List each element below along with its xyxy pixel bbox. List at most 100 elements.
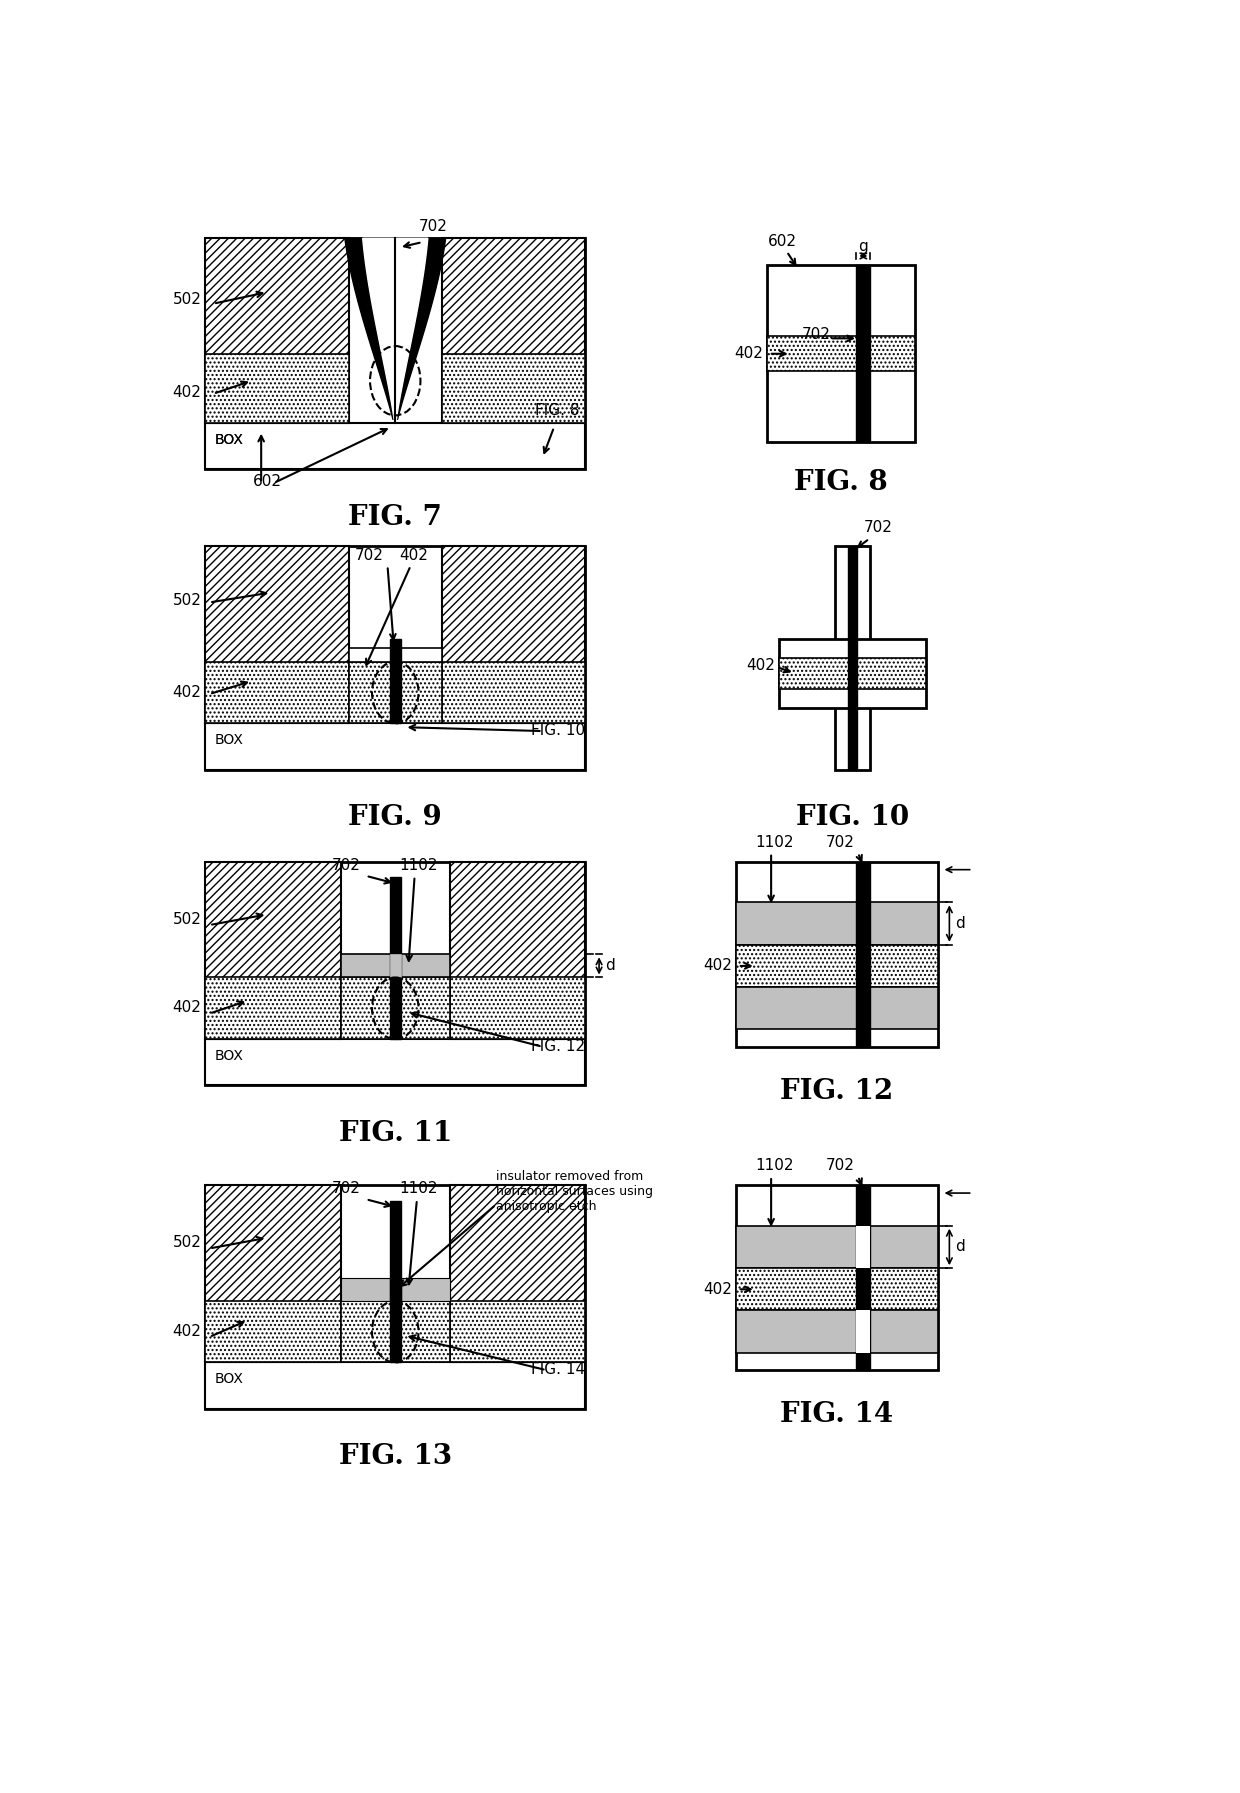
Text: d: d: [956, 916, 965, 931]
Polygon shape: [345, 238, 445, 420]
Bar: [848, 547, 857, 769]
Bar: [341, 977, 449, 1040]
Text: FIG. 8: FIG. 8: [794, 470, 888, 497]
Text: 402: 402: [746, 658, 775, 672]
Text: FIG. 14: FIG. 14: [780, 1400, 894, 1427]
Bar: [348, 647, 441, 662]
Text: 602: 602: [253, 473, 281, 489]
Bar: [206, 662, 348, 723]
Bar: [441, 547, 585, 723]
Bar: [737, 1226, 937, 1268]
Text: d: d: [605, 959, 615, 974]
Text: 402: 402: [734, 346, 764, 360]
Bar: [348, 662, 441, 723]
Bar: [737, 1185, 937, 1370]
Bar: [737, 862, 937, 1047]
Text: FIG. 7: FIG. 7: [348, 504, 443, 531]
Text: 502: 502: [172, 911, 201, 927]
Bar: [206, 862, 585, 1085]
Text: 1102: 1102: [755, 1158, 794, 1173]
Text: 402: 402: [703, 1282, 733, 1296]
Bar: [441, 353, 585, 423]
Text: 702: 702: [355, 549, 383, 563]
Text: BOX: BOX: [215, 733, 243, 748]
Bar: [206, 1302, 341, 1363]
Bar: [206, 238, 348, 423]
Bar: [737, 902, 937, 945]
Text: FIG. 8: FIG. 8: [534, 403, 579, 418]
Bar: [779, 658, 926, 689]
Bar: [389, 1278, 401, 1302]
Bar: [206, 547, 348, 723]
Text: 502: 502: [172, 292, 201, 307]
Bar: [857, 1226, 870, 1268]
Bar: [206, 1363, 585, 1409]
Text: 702: 702: [331, 1182, 361, 1196]
Bar: [341, 1302, 449, 1363]
Bar: [206, 353, 348, 423]
Polygon shape: [363, 238, 428, 420]
Bar: [206, 1185, 585, 1409]
Text: FIG. 13: FIG. 13: [339, 1443, 451, 1470]
Bar: [857, 1311, 870, 1354]
Bar: [779, 638, 926, 708]
Text: FIG. 10: FIG. 10: [796, 805, 909, 832]
Text: 702: 702: [864, 520, 893, 536]
Bar: [206, 423, 585, 470]
Bar: [835, 547, 870, 769]
Bar: [857, 1185, 870, 1370]
Text: 1102: 1102: [399, 857, 438, 873]
Bar: [206, 723, 585, 769]
Text: 702: 702: [826, 834, 854, 850]
Text: 502: 502: [172, 1235, 201, 1250]
Text: 702: 702: [331, 857, 361, 873]
Text: g: g: [858, 238, 868, 255]
Bar: [206, 547, 585, 769]
Text: FIG. 12: FIG. 12: [780, 1078, 894, 1104]
Bar: [389, 638, 401, 723]
Text: FIG. 12: FIG. 12: [531, 1038, 585, 1054]
Text: FIG. 11: FIG. 11: [339, 1121, 451, 1148]
Text: 402: 402: [172, 1323, 201, 1339]
Bar: [206, 238, 585, 470]
Text: BOX: BOX: [215, 1049, 243, 1063]
Text: 402: 402: [399, 549, 428, 563]
Bar: [341, 1278, 389, 1302]
Bar: [441, 238, 585, 423]
Bar: [449, 1302, 585, 1363]
Text: 402: 402: [172, 385, 201, 400]
Bar: [206, 1040, 585, 1085]
Text: BOX: BOX: [215, 1372, 243, 1386]
Bar: [389, 954, 401, 977]
Bar: [206, 862, 341, 1040]
Text: 1102: 1102: [399, 1182, 438, 1196]
Bar: [449, 862, 585, 1040]
Bar: [389, 877, 401, 1040]
Bar: [737, 1268, 937, 1311]
Text: 402: 402: [172, 1000, 201, 1015]
Text: 702: 702: [802, 326, 831, 342]
Bar: [401, 1278, 449, 1302]
Bar: [441, 662, 585, 723]
Text: 402: 402: [172, 685, 201, 699]
Bar: [737, 945, 937, 988]
Bar: [737, 988, 937, 1029]
Text: BOX: BOX: [215, 432, 243, 446]
Bar: [768, 265, 915, 443]
Text: insulator removed from
horizontal surfaces using
anisotropic etch: insulator removed from horizontal surfac…: [496, 1171, 653, 1212]
Text: BOX: BOX: [215, 432, 243, 446]
Text: 602: 602: [769, 233, 797, 249]
Bar: [857, 265, 870, 443]
Text: 1102: 1102: [755, 834, 794, 850]
Text: FIG. 9: FIG. 9: [348, 805, 443, 832]
Bar: [206, 1185, 341, 1363]
Text: 502: 502: [172, 593, 201, 608]
Bar: [449, 1185, 585, 1363]
Bar: [857, 862, 870, 1047]
Text: 402: 402: [703, 959, 733, 974]
Text: 702: 702: [419, 219, 448, 235]
Bar: [737, 1311, 937, 1354]
Bar: [206, 977, 341, 1040]
Text: 702: 702: [826, 1158, 854, 1173]
Bar: [768, 337, 915, 371]
